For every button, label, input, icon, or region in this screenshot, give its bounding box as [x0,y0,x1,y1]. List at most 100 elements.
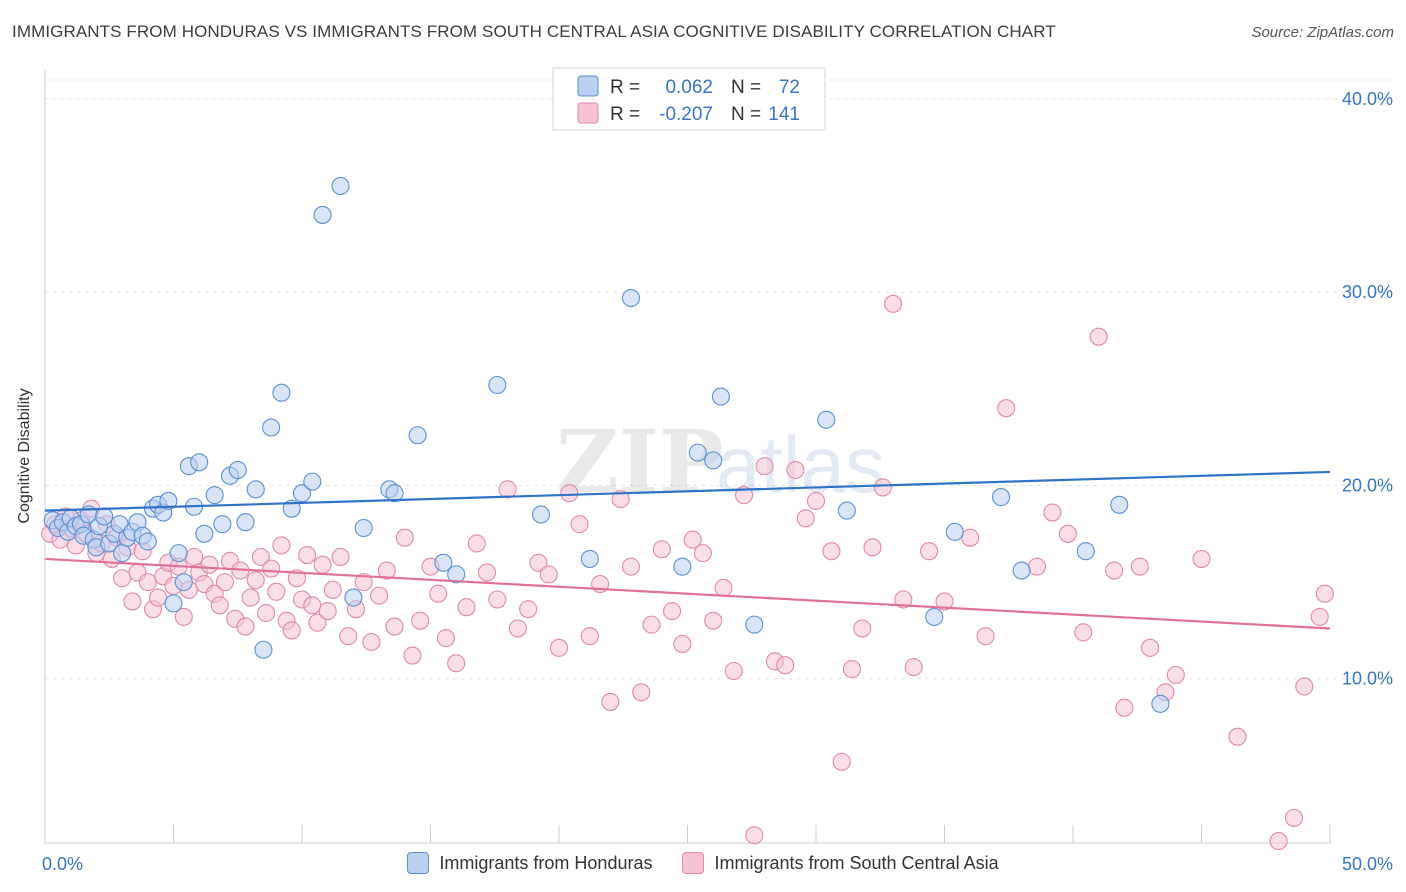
south-central-asia-point-90 [652,540,671,559]
honduras-point-27 [169,544,188,563]
south-central-asia-point-128 [1141,638,1160,657]
south-central-asia-point-136 [1310,607,1329,626]
south-central-asia-point-89 [642,615,661,634]
legend-pink-r-value: -0.207 [659,104,713,125]
watermark-zip: ZIP [556,412,724,513]
honduras-point-43 [292,484,312,503]
south-central-asia-point-80 [549,638,569,657]
honduras-point-28 [174,573,193,592]
south-central-asia-point-130 [1166,665,1185,684]
south-central-asia-point-59 [354,573,373,592]
honduras-point-61 [711,387,730,406]
axes [44,70,1331,844]
south-central-asia-point-99 [745,826,764,845]
south-central-asia-point-14 [113,569,132,588]
south-central-asia-point-81 [560,484,579,503]
south-central-asia-point-86 [611,489,630,509]
south-central-asia-point-63 [385,617,404,636]
south-central-asia-point-26 [174,607,193,626]
south-central-asia-point-134 [1284,808,1304,827]
honduras-point-36 [228,460,247,480]
chart-title: IMMIGRANTS FROM HONDURAS VS IMMIGRANTS F… [12,22,1056,41]
south-central-asia-point-77 [519,600,538,619]
top-legend: R = 0.062 N = 72 R = -0.207 N = 141 [552,67,826,131]
honduras-point-48 [354,518,373,538]
honduras-point-44 [303,472,322,491]
y-tick-label-20: 20.0% [1342,475,1393,495]
south-central-asia-point-38 [236,617,255,636]
south-central-asia-point-137 [1315,584,1334,603]
south-central-asia-point-117 [961,528,980,547]
south-central-asia-point-48 [287,569,306,588]
south-central-asia-point-91 [663,602,682,621]
honduras-point-41 [272,383,291,402]
south-central-asia-point-70 [447,654,466,673]
south-central-asia-point-31 [200,555,219,574]
y-tick-label-30: 30.0% [1342,282,1393,302]
south-central-asia-point-107 [832,752,851,771]
y-tick-label-40: 40.0% [1342,89,1393,109]
legend-blue-swatch [577,75,599,97]
south-central-asia-point-57 [339,627,358,646]
south-central-asia-point-72 [467,534,486,553]
south-central-asia-point-110 [863,538,882,557]
south-central-asia-point-94 [693,544,712,563]
south-central-asia-point-93 [683,530,702,549]
south-central-asia-point-65 [403,646,422,665]
south-central-asia-point-76 [508,619,527,638]
south-central-asia-point-47 [282,621,301,640]
trend-lines [44,470,1331,630]
south-central-asia-point-127 [1130,557,1149,576]
south-central-asia-point-45 [272,536,291,555]
south-central-asia-point-100 [755,457,774,476]
south-central-asia-point-126 [1115,698,1134,717]
south-central-asia-point-109 [853,619,872,638]
honduras-point-58 [673,557,692,576]
south-central-asia-point-102 [776,656,795,675]
south-central-asia-point-62 [377,561,396,580]
south-central-asia-point-83 [580,627,599,646]
honduras-point-34 [213,515,232,534]
honduras-point-67 [991,488,1011,507]
honduras-point-16 [113,544,132,563]
south-central-asia-point-118 [976,627,995,646]
x-tick-labels: 0.0% 50.0% [42,854,1393,874]
south-central-asia-point-73 [477,563,497,582]
south-central-asia-point-131 [1192,549,1211,568]
south-central-asia-point-98 [734,486,754,505]
south-central-asia-point-69 [436,629,455,648]
honduras-point-40 [262,418,281,437]
south-central-asia-label: Immigrants from South Central Asia [714,852,999,873]
south-central-asia-point-64 [395,528,414,547]
south-central-asia-point-125 [1105,561,1124,580]
south-central-asia-point-60 [362,632,381,652]
legend-blue-r-value: 0.062 [665,77,713,98]
south-central-asia-point-92 [673,634,692,654]
legend-pink-n-label: N = [731,104,761,125]
south-central-asia-point-122 [1058,524,1077,543]
south-central-asia-point-114 [904,658,923,677]
honduras-point-53 [447,565,466,584]
south-central-asia-point-54 [318,602,337,621]
honduras-point-57 [621,288,641,308]
south-central-asia-point-121 [1043,503,1062,522]
honduras-point-66 [945,522,964,541]
south-central-asia-point-19 [138,573,157,592]
south-central-asia-point-96 [714,578,733,597]
honduras-point-42 [282,499,301,518]
south-central-asia-point-108 [842,660,862,679]
legend-pink-swatch [577,102,599,124]
south-central-asia-point-79 [539,565,558,584]
honduras-point-62 [745,615,764,634]
south-central-asia-point-111 [873,478,892,497]
south-central-asia-point-53 [313,555,332,574]
honduras-point-65 [925,607,944,626]
south-central-asia-point-105 [806,491,826,510]
south-central-asia-point-28 [185,547,204,567]
south-central-asia-point-61 [370,586,389,605]
south-central-asia-point-52 [308,613,327,632]
honduras-point-55 [531,505,551,524]
south-central-asia-point-87 [621,557,641,576]
south-central-asia-points [41,294,1334,851]
